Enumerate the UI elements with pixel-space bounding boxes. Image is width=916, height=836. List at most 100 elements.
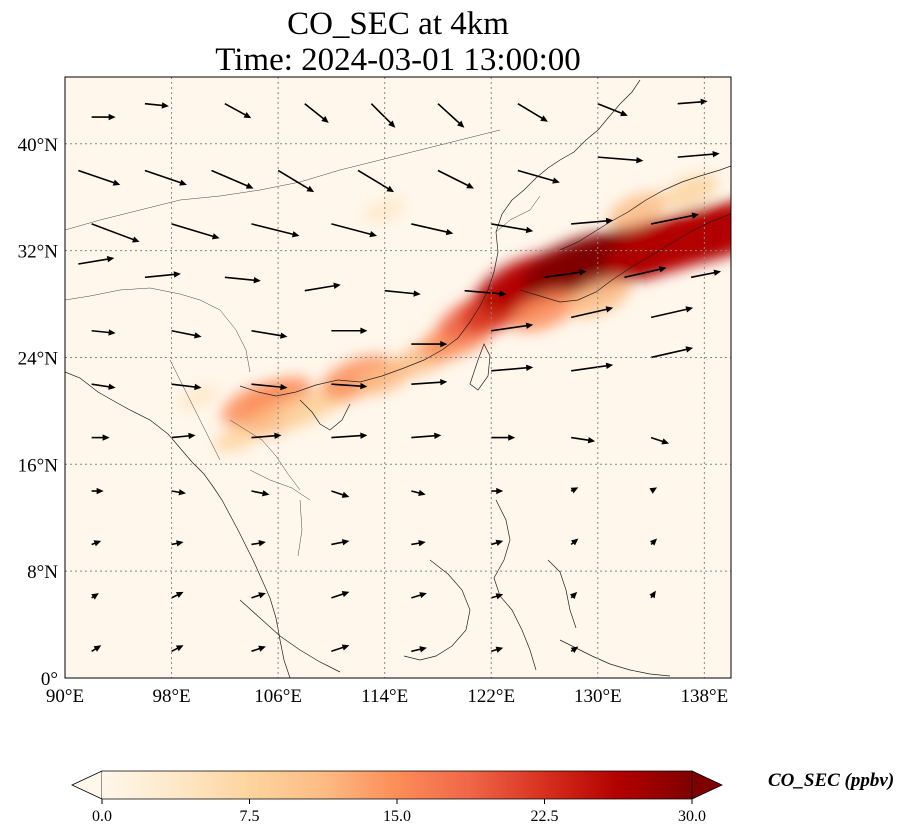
wind-arrow-shaft bbox=[411, 381, 444, 385]
wind-arrow bbox=[211, 169, 254, 189]
coastlines bbox=[65, 79, 731, 678]
wind-arrow-head bbox=[712, 150, 720, 158]
wind-arrow bbox=[544, 269, 587, 279]
wind-arrow-shaft bbox=[171, 223, 216, 238]
wind-arrow-head bbox=[685, 306, 694, 313]
wind-arrow bbox=[251, 383, 288, 391]
wind-arrow bbox=[597, 102, 628, 117]
wind-arrow-head bbox=[418, 489, 426, 497]
wind-arrow-shaft bbox=[304, 103, 326, 121]
wind-arrow-head bbox=[261, 490, 270, 497]
y-tick-label: 16°N bbox=[18, 455, 59, 476]
wind-arrow-head bbox=[360, 382, 368, 390]
wind-arrow-shaft bbox=[304, 284, 337, 292]
wind-arrow-shaft bbox=[144, 102, 165, 107]
wind-arrow-head bbox=[495, 593, 504, 600]
wind-arrow bbox=[411, 489, 426, 497]
wind-arrow-head bbox=[341, 491, 350, 498]
x-tick-label: 106°E bbox=[254, 686, 302, 707]
wind-arrow-head bbox=[108, 383, 116, 390]
wind-arrow-shaft bbox=[491, 324, 530, 332]
concentration-cell bbox=[177, 385, 219, 411]
wind-arrow bbox=[571, 436, 596, 444]
wind-arrow-shaft bbox=[331, 223, 374, 236]
wind-arrow-head bbox=[360, 327, 368, 334]
wind-arrow-head bbox=[658, 266, 667, 273]
wind-arrow-shaft bbox=[650, 307, 690, 319]
wind-arrow bbox=[331, 644, 350, 653]
wind-arrow bbox=[677, 98, 708, 106]
wind-arrow-head bbox=[211, 233, 220, 240]
wind-arrow-head bbox=[496, 487, 504, 495]
wind-arrow bbox=[411, 340, 448, 348]
wind-arrow-shaft bbox=[597, 102, 625, 115]
wind-arrow-shaft bbox=[251, 223, 296, 236]
wind-arrow-head bbox=[388, 120, 396, 128]
wind-arrow-head bbox=[93, 645, 102, 652]
wind-arrow-shaft bbox=[171, 329, 198, 337]
colorbar-tick-label: 7.5 bbox=[240, 808, 260, 825]
wind-arrow bbox=[91, 329, 116, 336]
wind-arrow-shaft bbox=[570, 307, 610, 319]
wind-arrow-head bbox=[605, 362, 614, 369]
x-tick-label: 122°E bbox=[467, 686, 515, 707]
x-tick-label: 138°E bbox=[681, 686, 729, 707]
wind-arrow bbox=[144, 271, 181, 279]
wind-arrow bbox=[491, 434, 516, 441]
wind-arrow-head bbox=[341, 644, 350, 651]
wind-arrow-head bbox=[321, 116, 329, 123]
wind-arrow bbox=[304, 103, 329, 123]
x-axis-ticks: 90°E 98°E 106°E 114°E 122°E 130°E 138°E bbox=[46, 686, 728, 707]
wind-arrow-shaft bbox=[491, 366, 530, 372]
wind-arrow-head bbox=[258, 540, 266, 547]
wind-arrow bbox=[171, 329, 202, 339]
wind-arrow bbox=[171, 591, 184, 599]
wind-arrow-head bbox=[418, 540, 426, 547]
wind-arrow-head bbox=[274, 432, 282, 439]
wind-arrow-head bbox=[440, 340, 448, 348]
colorbar-tick-label: 30.0 bbox=[678, 808, 706, 825]
wind-arrow-head bbox=[333, 282, 341, 289]
plot-frame bbox=[64, 76, 732, 679]
wind-arrow bbox=[437, 103, 465, 128]
wind-arrow bbox=[650, 306, 694, 319]
wind-arrow bbox=[251, 592, 266, 599]
wind-arrow-head bbox=[175, 591, 184, 598]
wind-arrow-head bbox=[175, 645, 184, 652]
wind-arrow-shaft bbox=[677, 153, 716, 158]
wind-arrow-head bbox=[636, 156, 644, 164]
wind-arrow-head bbox=[102, 434, 110, 441]
wind-arrow-shaft bbox=[251, 329, 284, 337]
wind-arrow-shaft bbox=[677, 100, 704, 105]
wind-arrow-head bbox=[570, 487, 579, 494]
wind-arrow-shaft bbox=[464, 289, 503, 295]
wind-arrow bbox=[649, 538, 658, 546]
wind-arrow bbox=[411, 540, 426, 547]
wind-arrow-shaft bbox=[650, 348, 690, 359]
wind-arrow bbox=[650, 346, 694, 359]
wind-arrow-head bbox=[605, 217, 614, 225]
wind-arrow-head bbox=[649, 538, 658, 546]
wind-arrow bbox=[570, 487, 579, 494]
wind-arrow bbox=[491, 646, 504, 653]
wind-arrow-shaft bbox=[544, 271, 583, 279]
wind-arrow-head bbox=[419, 646, 427, 653]
wind-arrow bbox=[91, 593, 99, 600]
wind-arrow-shaft bbox=[491, 223, 530, 232]
wind-arrow-head bbox=[176, 540, 184, 547]
wind-arrow-head bbox=[649, 487, 658, 494]
wind-arrow-head bbox=[579, 269, 587, 276]
wind-arrow bbox=[251, 540, 266, 547]
wind-arrow-head bbox=[570, 538, 579, 546]
wind-arrow bbox=[411, 379, 448, 386]
wind-arrow bbox=[571, 362, 614, 372]
y-tick-label: 0° bbox=[41, 669, 58, 690]
wind-arrow bbox=[78, 169, 121, 186]
wind-arrow-head bbox=[178, 489, 186, 496]
wind-arrow-shaft bbox=[277, 169, 311, 191]
wind-arrow-head bbox=[552, 177, 560, 184]
wind-arrow-shaft bbox=[517, 103, 545, 121]
wind-arrow bbox=[597, 156, 644, 164]
wind-arrow-head bbox=[386, 185, 395, 193]
wind-arrow-head bbox=[457, 120, 465, 128]
